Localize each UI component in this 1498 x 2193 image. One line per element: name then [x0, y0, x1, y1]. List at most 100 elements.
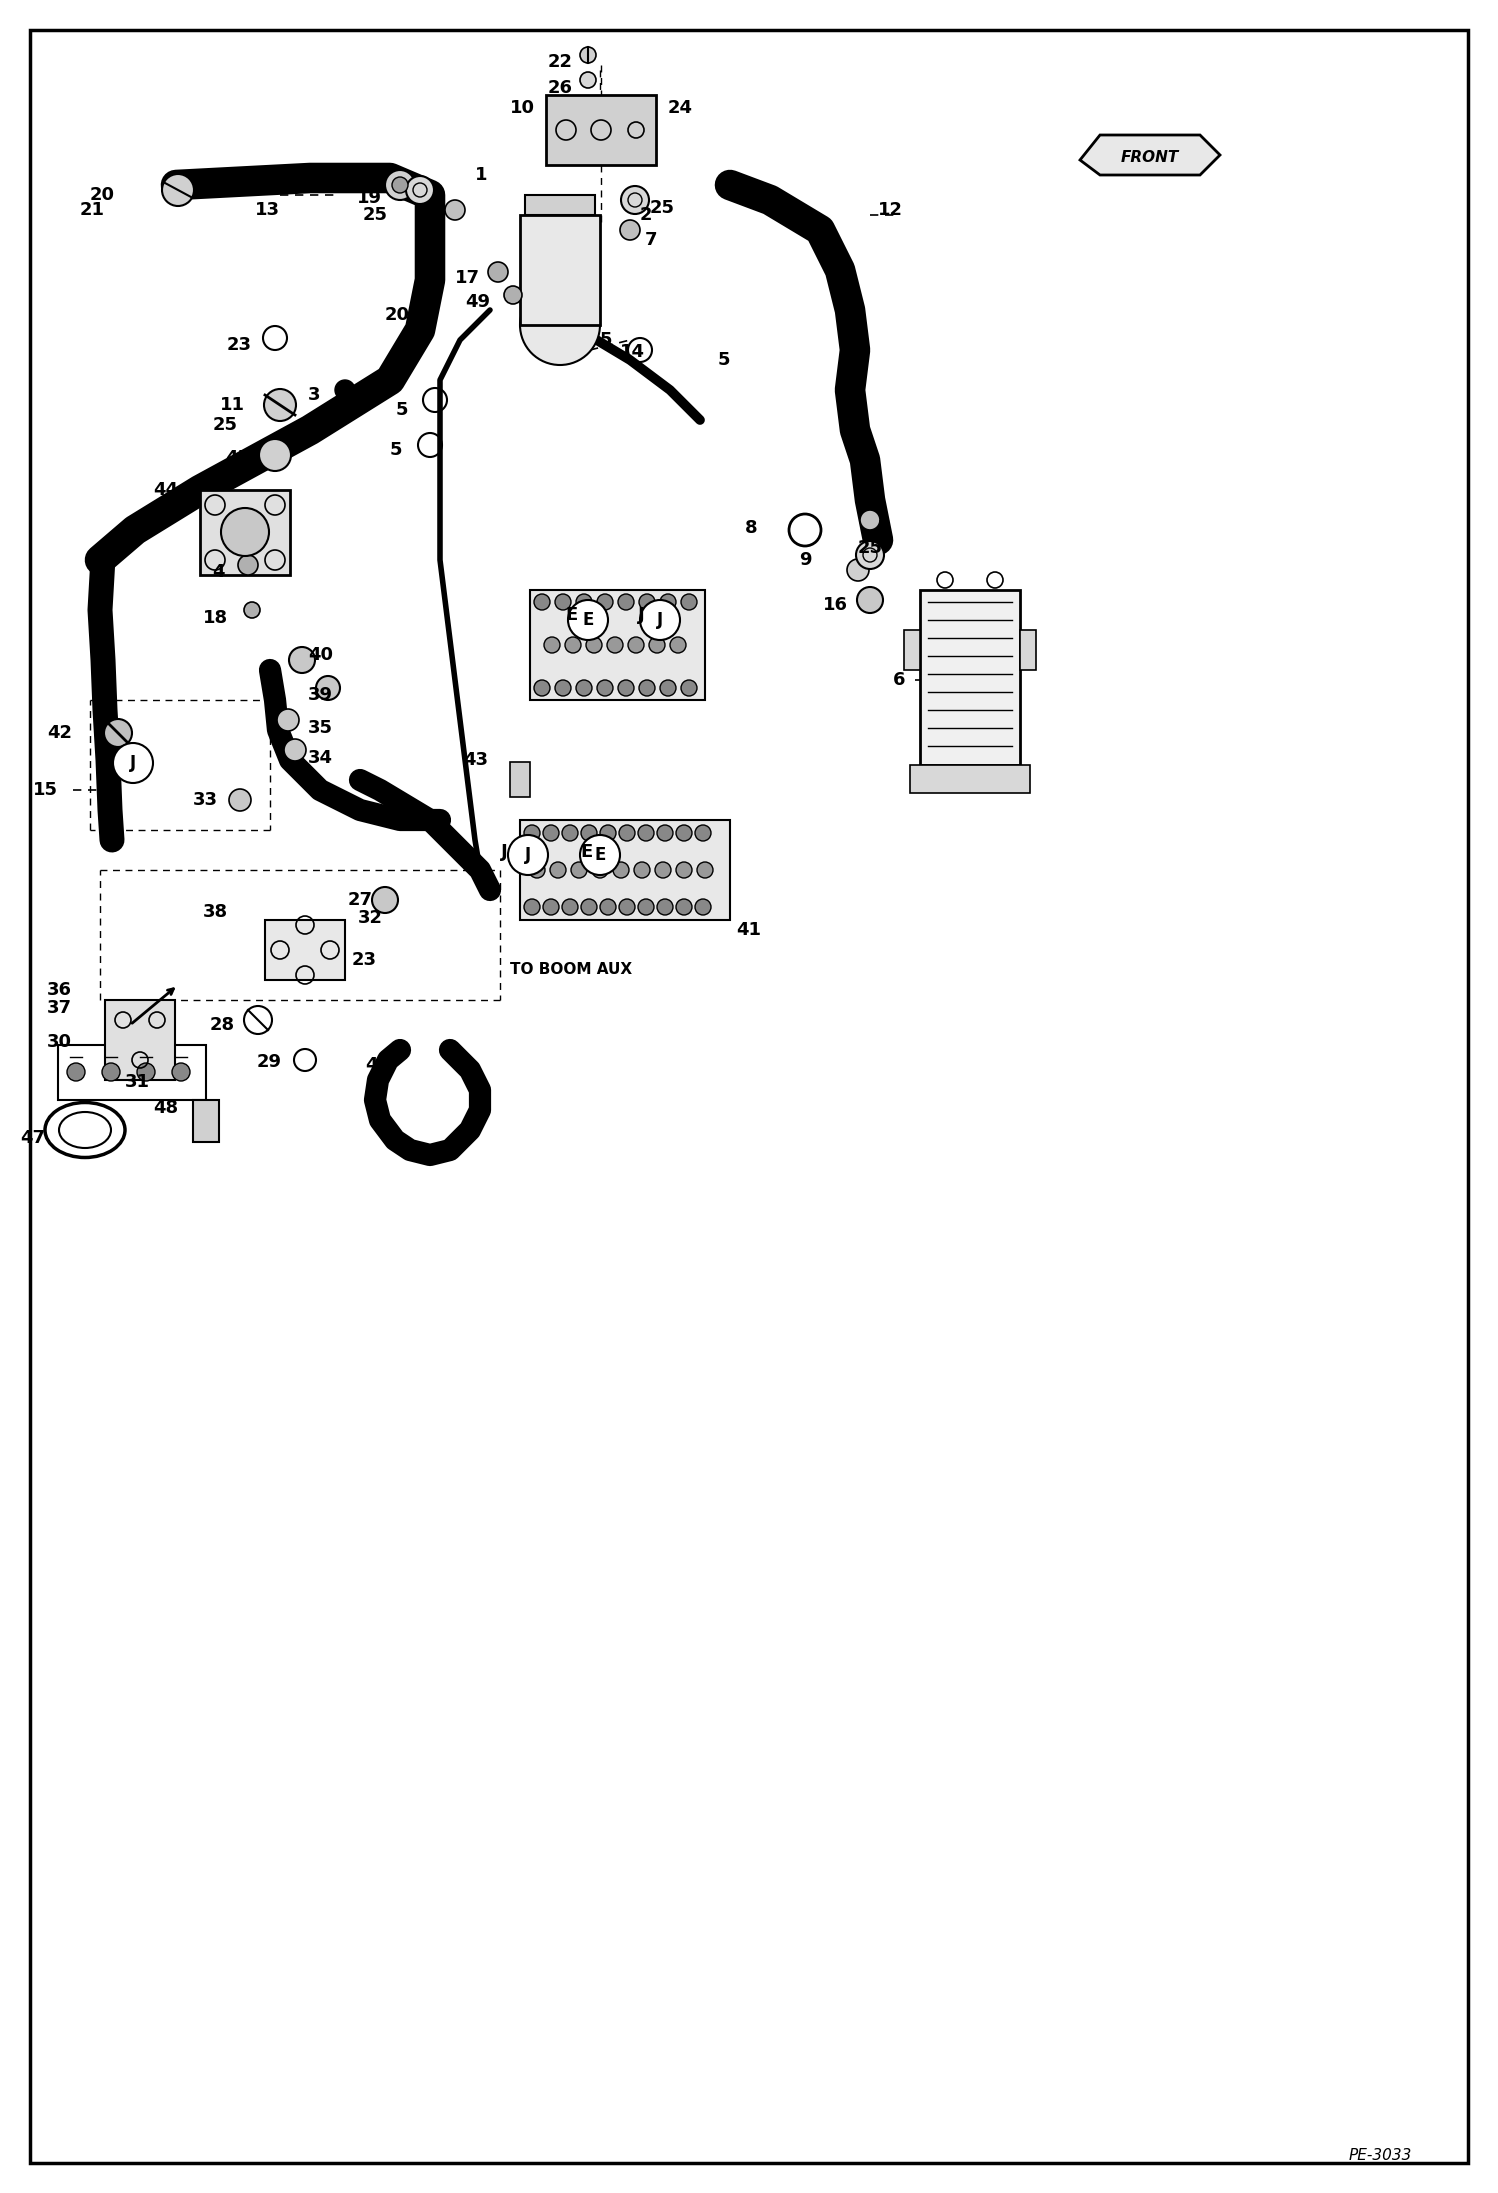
Text: FRONT: FRONT: [1121, 149, 1179, 164]
Text: 5: 5: [601, 331, 613, 349]
Circle shape: [601, 825, 616, 840]
Circle shape: [695, 899, 712, 914]
Circle shape: [102, 1064, 120, 1081]
Circle shape: [846, 559, 869, 581]
Bar: [509, 761, 530, 796]
Circle shape: [229, 789, 252, 811]
Text: 9: 9: [800, 550, 812, 568]
Text: 35: 35: [309, 719, 333, 737]
Text: 8: 8: [746, 520, 758, 537]
Circle shape: [568, 601, 608, 640]
Text: 33: 33: [193, 792, 219, 809]
Circle shape: [508, 836, 548, 875]
Text: 47: 47: [19, 1129, 45, 1147]
Circle shape: [554, 680, 571, 695]
Circle shape: [385, 171, 415, 200]
Circle shape: [285, 739, 306, 761]
Text: 5: 5: [395, 401, 407, 419]
Text: 7: 7: [646, 230, 658, 250]
Text: E: E: [595, 846, 605, 864]
Text: 44: 44: [153, 480, 178, 500]
Circle shape: [259, 439, 291, 471]
Text: J: J: [130, 754, 136, 772]
Text: 5: 5: [718, 351, 730, 368]
Text: 34: 34: [309, 750, 333, 768]
Text: 16: 16: [822, 596, 848, 614]
Text: 40: 40: [309, 647, 333, 664]
Text: 21: 21: [79, 202, 105, 219]
Circle shape: [565, 636, 581, 654]
Circle shape: [571, 862, 587, 877]
Text: 1: 1: [475, 167, 487, 184]
Text: J: J: [502, 842, 508, 862]
Circle shape: [697, 862, 713, 877]
Circle shape: [598, 594, 613, 610]
Bar: [1020, 629, 1037, 671]
Text: 23: 23: [228, 336, 252, 353]
Text: 11: 11: [220, 397, 246, 414]
Text: 24: 24: [668, 99, 694, 116]
Circle shape: [640, 601, 680, 640]
Circle shape: [112, 743, 153, 783]
Bar: [193, 1101, 219, 1143]
Text: 20: 20: [90, 186, 115, 204]
Text: TO BOOM AUX: TO BOOM AUX: [509, 963, 632, 978]
Polygon shape: [1080, 136, 1219, 175]
Text: 5: 5: [389, 441, 403, 458]
Circle shape: [676, 825, 692, 840]
Circle shape: [136, 1064, 154, 1081]
Circle shape: [586, 636, 602, 654]
Circle shape: [222, 509, 270, 557]
Circle shape: [562, 899, 578, 914]
Text: 25: 25: [858, 539, 882, 557]
Circle shape: [238, 555, 258, 575]
Text: 49: 49: [464, 294, 490, 311]
Text: 32: 32: [358, 910, 383, 928]
Text: 29: 29: [258, 1053, 282, 1070]
Text: J: J: [524, 846, 532, 864]
Circle shape: [620, 219, 640, 239]
Circle shape: [445, 200, 464, 219]
Text: 45: 45: [225, 450, 250, 467]
Text: 4: 4: [213, 564, 225, 581]
Circle shape: [860, 511, 879, 531]
Circle shape: [682, 594, 697, 610]
Text: 3: 3: [307, 386, 321, 404]
Bar: [265, 921, 345, 980]
Circle shape: [638, 825, 655, 840]
Text: 26: 26: [548, 79, 574, 96]
Text: E: E: [580, 842, 592, 862]
Circle shape: [580, 46, 596, 64]
Circle shape: [601, 899, 616, 914]
Text: 39: 39: [309, 686, 333, 704]
Bar: [524, 195, 595, 215]
Text: 7: 7: [430, 228, 442, 248]
Text: 17: 17: [455, 270, 479, 287]
Bar: [520, 215, 601, 325]
Circle shape: [533, 594, 550, 610]
Circle shape: [619, 680, 634, 695]
Text: 10: 10: [509, 99, 535, 116]
Circle shape: [695, 825, 712, 840]
Circle shape: [855, 542, 884, 568]
Text: 25: 25: [650, 200, 676, 217]
Circle shape: [162, 173, 195, 206]
Circle shape: [103, 719, 132, 748]
Text: 14: 14: [620, 342, 646, 362]
Circle shape: [634, 862, 650, 877]
Circle shape: [336, 379, 355, 399]
Bar: [201, 489, 291, 575]
Bar: [58, 1046, 207, 1101]
Text: 25: 25: [363, 206, 388, 224]
Circle shape: [277, 708, 300, 730]
Circle shape: [542, 825, 559, 840]
Circle shape: [289, 647, 315, 673]
Text: 30: 30: [46, 1033, 72, 1050]
Circle shape: [580, 836, 620, 875]
Circle shape: [577, 680, 592, 695]
Circle shape: [676, 862, 692, 877]
Circle shape: [670, 636, 686, 654]
Circle shape: [503, 285, 521, 305]
Circle shape: [520, 285, 601, 364]
Circle shape: [658, 899, 673, 914]
